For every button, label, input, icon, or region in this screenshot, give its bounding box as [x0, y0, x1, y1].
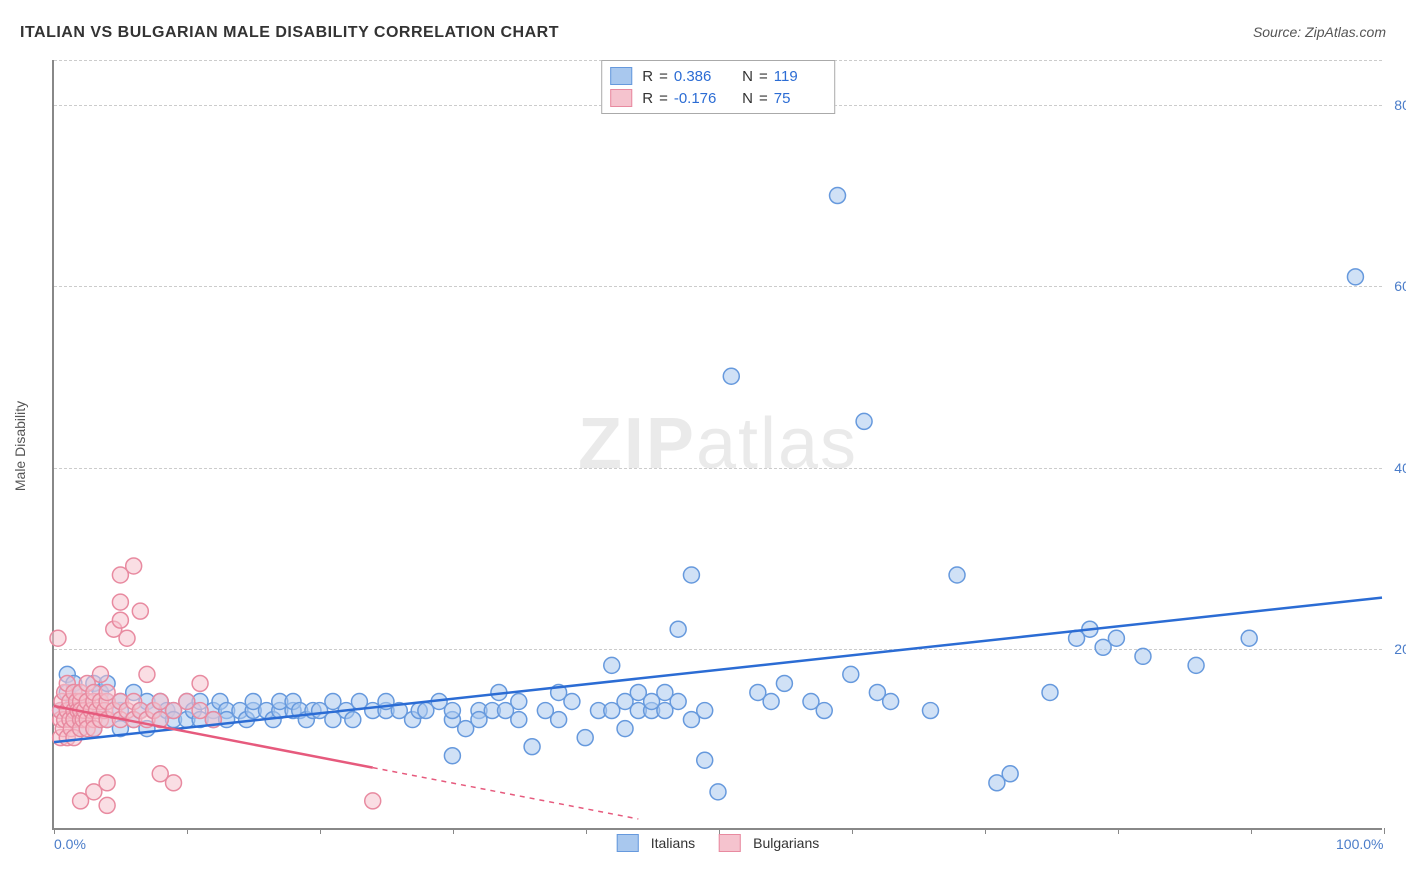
scatter-point — [604, 657, 620, 673]
equals-sign: = — [659, 90, 668, 107]
scatter-point — [192, 675, 208, 691]
scatter-point — [112, 594, 128, 610]
scatter-point — [830, 188, 846, 204]
scatter-point — [551, 712, 567, 728]
scatter-point — [883, 694, 899, 710]
scatter-point — [710, 784, 726, 800]
scatter-point — [816, 703, 832, 719]
stat-r-value: -0.176 — [674, 90, 726, 107]
legend-item: Bulgarians — [719, 834, 819, 852]
scatter-point — [723, 368, 739, 384]
scatter-point — [132, 603, 148, 619]
scatter-point — [1241, 630, 1257, 646]
y-tick-label: 80.0% — [1386, 97, 1406, 113]
stat-r-label: R — [642, 68, 653, 85]
legend: Italians Bulgarians — [617, 834, 820, 852]
x-tick-mark — [1118, 828, 1119, 834]
x-tick-mark — [320, 828, 321, 834]
trend-line-dashed — [373, 768, 639, 819]
x-tick-mark — [1384, 828, 1385, 834]
y-tick-label: 60.0% — [1386, 278, 1406, 294]
x-tick-mark — [453, 828, 454, 834]
x-tick-mark — [1251, 828, 1252, 834]
x-tick-mark — [187, 828, 188, 834]
scatter-point — [112, 612, 128, 628]
scatter-point — [683, 567, 699, 583]
scatter-point — [511, 694, 527, 710]
x-tick-mark — [719, 828, 720, 834]
scatter-point — [617, 721, 633, 737]
scatter-point — [763, 694, 779, 710]
stats-swatch — [610, 89, 632, 107]
legend-swatch — [719, 834, 741, 852]
stat-r-label: R — [642, 90, 653, 107]
scatter-point — [1135, 648, 1151, 664]
scatter-point — [365, 793, 381, 809]
equals-sign: = — [759, 68, 768, 85]
scatter-point — [856, 413, 872, 429]
equals-sign: = — [659, 68, 668, 85]
scatter-point — [1108, 630, 1124, 646]
x-tick-label: 100.0% — [1336, 836, 1383, 852]
scatter-point — [126, 558, 142, 574]
x-tick-mark — [586, 828, 587, 834]
stats-row: R = 0.386 N = 119 — [610, 65, 826, 87]
scatter-point — [564, 694, 580, 710]
scatter-point — [511, 712, 527, 728]
legend-label: Italians — [651, 835, 695, 851]
scatter-point — [697, 752, 713, 768]
scatter-point — [444, 748, 460, 764]
chart-title: ITALIAN VS BULGARIAN MALE DISABILITY COR… — [20, 24, 559, 42]
plot-area: ZIPatlas 20.0%40.0%60.0%80.0% R=0.386 N=… — [52, 60, 1382, 830]
stat-n-label: N — [742, 90, 753, 107]
y-axis-label: Male Disability — [12, 401, 28, 491]
scatter-point — [444, 703, 460, 719]
scatter-point — [345, 712, 361, 728]
x-tick-label: 0.0% — [54, 836, 86, 852]
scatter-point — [166, 775, 182, 791]
scatter-point — [524, 739, 540, 755]
scatter-point — [99, 775, 115, 791]
y-tick-label: 20.0% — [1386, 641, 1406, 657]
scatter-point — [1347, 269, 1363, 285]
stats-row: R = -0.176 N = 75 — [610, 87, 826, 109]
stats-swatch — [610, 67, 632, 85]
scatter-point — [843, 666, 859, 682]
scatter-point — [949, 567, 965, 583]
scatter-point — [776, 675, 792, 691]
stat-n-label: N — [742, 68, 753, 85]
legend-item: Italians — [617, 834, 695, 852]
x-tick-mark — [54, 828, 55, 834]
stat-r-value: 0.386 — [674, 68, 726, 85]
scatter-point — [50, 630, 66, 646]
scatter-svg — [54, 60, 1382, 828]
scatter-point — [92, 666, 108, 682]
scatter-point — [139, 666, 155, 682]
scatter-point — [119, 630, 135, 646]
scatter-point — [922, 703, 938, 719]
x-tick-mark — [852, 828, 853, 834]
legend-swatch — [617, 834, 639, 852]
stats-box: R = 0.386 N = 119 R = -0.176 N = 75 — [601, 60, 835, 114]
scatter-point — [670, 694, 686, 710]
scatter-point — [1188, 657, 1204, 673]
scatter-point — [697, 703, 713, 719]
scatter-point — [577, 730, 593, 746]
scatter-point — [670, 621, 686, 637]
y-tick-label: 40.0% — [1386, 460, 1406, 476]
x-tick-mark — [985, 828, 986, 834]
stat-n-value: 75 — [774, 90, 826, 107]
scatter-point — [99, 797, 115, 813]
source-credit: Source: ZipAtlas.com — [1253, 24, 1386, 40]
stat-n-value: 119 — [774, 68, 826, 85]
trend-line — [54, 598, 1382, 743]
equals-sign: = — [759, 90, 768, 107]
scatter-point — [1002, 766, 1018, 782]
scatter-point — [1042, 684, 1058, 700]
legend-label: Bulgarians — [753, 835, 819, 851]
